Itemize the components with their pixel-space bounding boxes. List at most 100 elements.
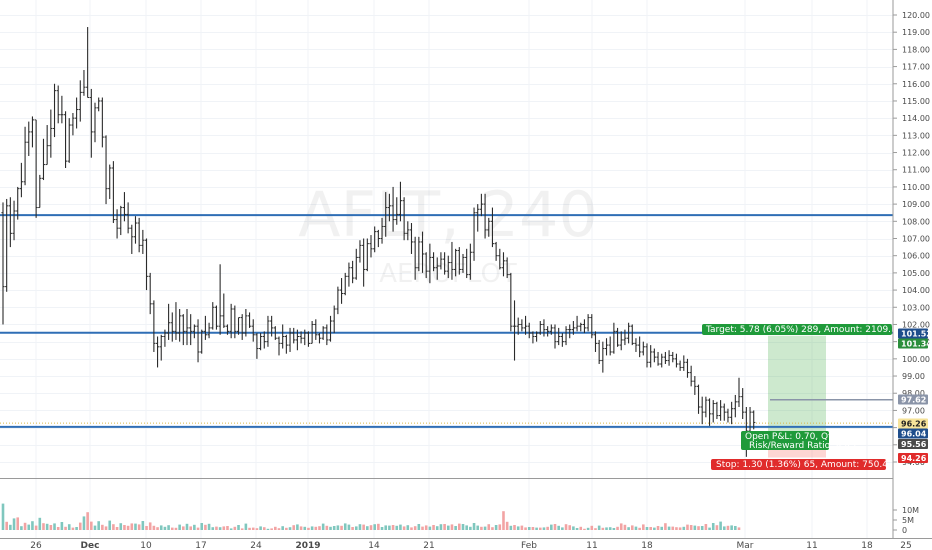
volume-bar-90 <box>332 526 336 530</box>
volume-bar-60 <box>222 526 226 530</box>
stop-label-box <box>711 459 886 470</box>
volume-bar-99 <box>366 526 369 530</box>
volume-bar-52 <box>193 524 196 530</box>
volume-bar-30 <box>112 524 115 530</box>
volume-bar-136 <box>502 511 505 530</box>
price-tag-label: 95.56 <box>901 440 927 449</box>
volume-bar-11 <box>42 523 45 530</box>
volume-bar-47 <box>174 527 178 530</box>
volume-bar-117 <box>432 525 435 530</box>
stop-label: Stop: 1.30 (1.36%) 65, Amount: 750.4 <box>716 460 888 470</box>
volume-bar-178 <box>656 526 660 530</box>
price-axis[interactable]: 94.0095.0096.0097.0098.0099.00100.00101.… <box>892 0 932 538</box>
volume-bar-16 <box>60 522 64 530</box>
time-axis[interactable]: 26 Dec 10 17 24 2019 14 21 Feb 11 18 Mar 11 18 25 <box>0 538 932 550</box>
time-tick-label: Feb <box>521 541 537 550</box>
volume-bar-63 <box>233 526 237 530</box>
volume-bar-108 <box>399 524 402 530</box>
price-tag-label: 101.34 <box>901 340 932 349</box>
price-tag-bg-0 <box>898 328 928 339</box>
volume-bar-38 <box>141 521 145 530</box>
volume-bar-88 <box>325 525 329 530</box>
time-tick-label: 10 <box>140 541 152 550</box>
volume-bar-67 <box>248 527 251 530</box>
volume-bar-89 <box>329 526 332 530</box>
volume-bar-142 <box>524 527 527 530</box>
volume-bar-6 <box>23 522 27 530</box>
volume-bar-12 <box>45 523 49 530</box>
volume-bar-161 <box>594 528 597 530</box>
volume-bar-115 <box>424 525 428 530</box>
volume-bar-9 <box>34 525 38 530</box>
price-tag-label: 97.62 <box>901 396 926 405</box>
price-tick-label: 97.00 <box>902 406 925 415</box>
volume-bar-4 <box>16 517 20 530</box>
volume-bar-74 <box>274 526 277 530</box>
volume-bar-43 <box>159 525 163 530</box>
volume-bar-122 <box>450 524 454 530</box>
volume-bar-134 <box>494 525 498 530</box>
volume-bar-146 <box>538 527 542 530</box>
price-tag-bg-1 <box>898 338 928 349</box>
volume-bar-179 <box>660 526 664 530</box>
volume-bar-127 <box>469 526 472 530</box>
volume-bar-10 <box>38 517 42 530</box>
volume-bar-156 <box>575 528 579 530</box>
price-tick-label: 104.00 <box>902 286 930 295</box>
volume-bar-66 <box>244 523 248 530</box>
volume-bar-22 <box>82 516 86 530</box>
volume-bar-174 <box>642 524 645 530</box>
volume-bar-0 <box>1 503 5 530</box>
volume-bar-59 <box>218 527 222 530</box>
volume-bar-109 <box>402 526 406 530</box>
volume-bar-175 <box>645 527 649 530</box>
open-pnl-label: Open P&L: 0.70, Qty: 192 <box>745 432 859 442</box>
volume-bar-114 <box>421 526 424 530</box>
volume-bar-73 <box>270 528 273 530</box>
volume-bar-196 <box>722 526 726 530</box>
price-tag-bg-6 <box>898 453 928 463</box>
ohlc-bars <box>1 27 756 457</box>
volume-bar-46 <box>170 527 174 530</box>
volume-bar-138 <box>509 525 513 530</box>
volume-bar-101 <box>373 524 376 530</box>
price-tick-label: 100.00 <box>902 355 930 364</box>
volume-bar-31 <box>115 527 119 530</box>
volume-bar-163 <box>601 527 605 530</box>
volume-bar-188 <box>693 525 697 530</box>
volume-bar-185 <box>682 526 686 530</box>
volume-bar-171 <box>630 525 634 530</box>
price-tick-label: 116.00 <box>902 80 930 89</box>
volume-bar-105 <box>388 525 391 530</box>
volume-bar-147 <box>542 527 546 530</box>
volume-bar-40 <box>148 522 152 530</box>
volume-bar-65 <box>240 528 244 530</box>
volume-tick-label: 5M <box>902 516 914 525</box>
volume-bar-158 <box>583 528 586 530</box>
target-label-box <box>702 324 892 335</box>
volume-bar-186 <box>686 524 689 530</box>
volume-bar-167 <box>616 526 619 530</box>
volume-bar-113 <box>417 524 421 530</box>
volume-bar-141 <box>520 525 524 530</box>
volume-bar-120 <box>443 524 446 530</box>
volume-bar-170 <box>627 527 630 530</box>
volume-bar-183 <box>675 527 678 530</box>
volume-bar-33 <box>123 525 126 530</box>
volume-bar-53 <box>196 527 200 530</box>
price-tick-label: 103.00 <box>902 303 930 312</box>
price-tick-label: 109.00 <box>902 200 930 209</box>
volume-bar-137 <box>505 521 509 530</box>
volume-bar-72 <box>266 528 270 530</box>
volume-bar-5 <box>20 526 23 530</box>
volume-bar-81 <box>299 526 303 530</box>
volume-bar-69 <box>255 528 259 530</box>
volume-bar-176 <box>649 527 652 530</box>
volume-bar-194 <box>715 525 719 530</box>
volume-bar-200 <box>737 527 741 530</box>
volume-bar-104 <box>384 525 388 530</box>
volume-bar-86 <box>318 526 321 530</box>
